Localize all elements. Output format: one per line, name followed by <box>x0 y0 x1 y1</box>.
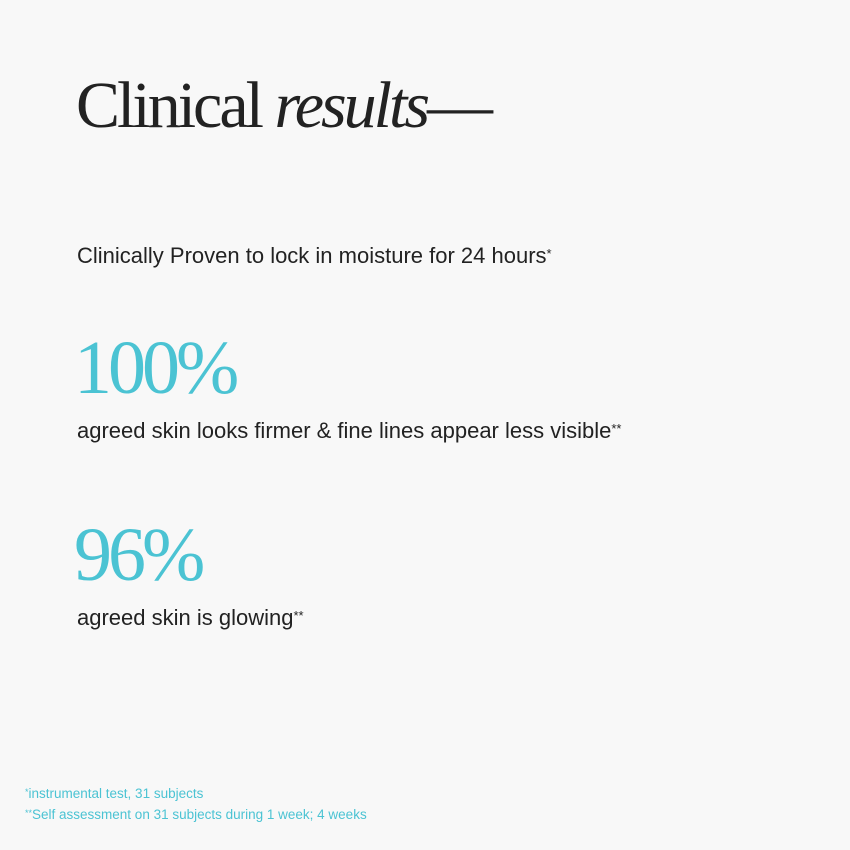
stat-description: agreed skin looks firmer & fine lines ap… <box>77 416 621 446</box>
stat-description: agreed skin is glowing** <box>77 603 304 633</box>
page-title: Clinical results— <box>76 66 493 146</box>
footnote-text: Self assessment on 31 subjects during 1 … <box>32 807 367 822</box>
intro-text: Clinically Proven to lock in moisture fo… <box>77 241 552 271</box>
stat-value: 100% <box>74 326 239 410</box>
footnote: **Self assessment on 31 subjects during … <box>25 806 367 824</box>
title-italic: results <box>274 69 430 142</box>
stat-text: agreed skin looks firmer & fine lines ap… <box>77 418 612 443</box>
stat-text: agreed skin is glowing <box>77 605 294 630</box>
footnote-mark: ** <box>293 608 304 623</box>
title-regular: Clinical <box>76 69 264 142</box>
footnote: *instrumental test, 31 subjects <box>25 785 203 803</box>
footnote-mark: * <box>546 246 552 261</box>
footnote-mark: ** <box>25 808 33 818</box>
footnote-text: instrumental test, 31 subjects <box>28 786 204 801</box>
title-dash: — <box>427 69 493 142</box>
footnote-mark: ** <box>611 421 622 436</box>
stat-value: 96% <box>74 513 205 597</box>
footnote-mark: * <box>25 787 29 797</box>
intro-label: Clinically Proven to lock in moisture fo… <box>77 243 547 268</box>
